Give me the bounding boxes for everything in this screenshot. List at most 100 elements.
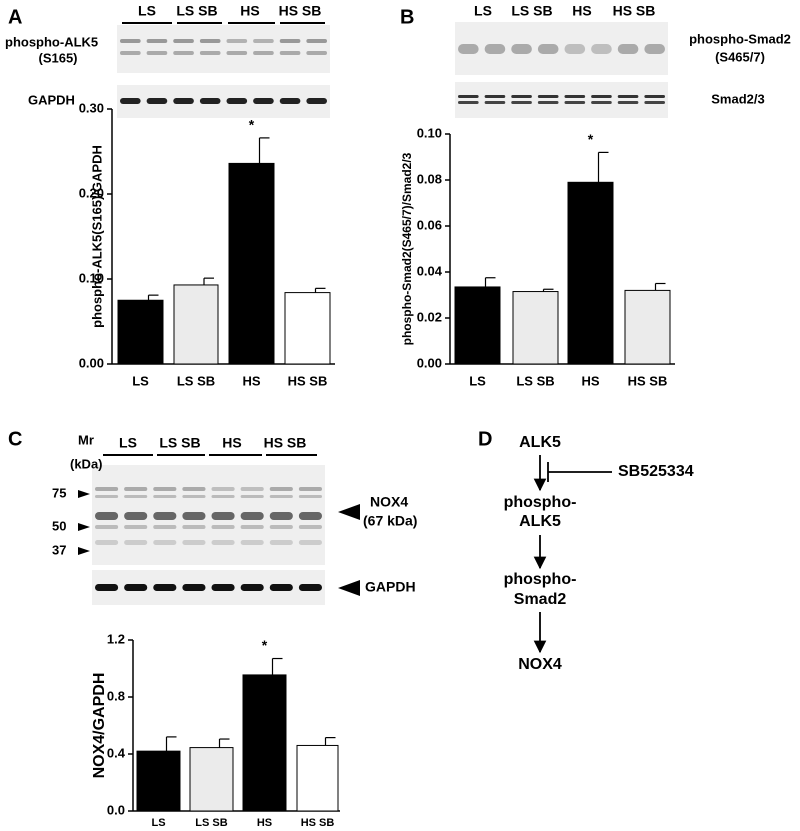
lane-label: HS SB: [279, 3, 322, 19]
band: [182, 512, 206, 520]
band: [182, 487, 206, 491]
x-tick-label: HS SB: [301, 817, 335, 829]
x-tick-label: LS: [132, 373, 149, 388]
band: [591, 44, 612, 54]
bar: [189, 747, 234, 812]
band: [173, 98, 194, 104]
x-tick-label: HS: [257, 817, 272, 829]
band: [240, 512, 264, 520]
x-tick-label: LS SB: [195, 817, 227, 829]
diagram-node: NOX4: [518, 656, 562, 673]
band: [153, 495, 177, 498]
band: [269, 495, 293, 498]
lane-label: LS SB: [511, 3, 552, 19]
band: [564, 101, 586, 104]
band: [537, 95, 559, 98]
band: [240, 495, 264, 498]
band: [120, 39, 141, 43]
band: [211, 540, 235, 545]
y-tick-label: 0.06: [417, 217, 442, 232]
band: [644, 95, 665, 98]
y-tick-label: 0.20: [79, 185, 104, 200]
x-tick-label: LS: [469, 373, 486, 388]
band: [564, 44, 586, 54]
x-tick-label: HS SB: [288, 373, 328, 388]
diagram-node: phospho-: [504, 494, 577, 511]
band: [644, 101, 665, 104]
band: [182, 540, 206, 545]
band: [617, 101, 639, 104]
band: [211, 487, 235, 491]
band: [617, 44, 639, 54]
band: [226, 98, 248, 104]
band: [95, 487, 119, 491]
band: [240, 584, 264, 591]
y-axis-label: phospho-Smad2(S465/7)/Smad2/3: [400, 152, 414, 345]
band: [182, 525, 206, 529]
y-tick-label: 0.30: [79, 100, 104, 115]
band: [298, 525, 322, 529]
panel-letter: B: [400, 6, 414, 28]
marker-label: 50: [52, 518, 66, 533]
band: [253, 39, 274, 43]
marker-label: 75: [52, 485, 66, 500]
band: [644, 44, 665, 54]
band: [173, 51, 194, 55]
band: [146, 51, 168, 55]
y-tick-label: 0.8: [107, 688, 125, 703]
blot-label: (S465/7): [715, 49, 765, 64]
lane-label: HS: [222, 435, 241, 451]
band: [240, 540, 264, 545]
band: [240, 525, 264, 529]
band: [120, 51, 141, 55]
bar: [136, 750, 181, 812]
marker-arrow: [78, 547, 90, 555]
panel-letter: C: [8, 428, 22, 450]
band-arrow: [338, 580, 360, 596]
band: [269, 487, 293, 491]
band: [511, 101, 532, 104]
band: [120, 98, 141, 104]
lane-label: HS SB: [264, 435, 307, 451]
bar: [624, 289, 671, 365]
band: [537, 101, 559, 104]
band: [591, 95, 612, 98]
band: [240, 487, 264, 491]
band: [211, 584, 235, 591]
lane-label: HS: [240, 3, 259, 19]
significance: *: [588, 131, 594, 147]
band: [458, 95, 479, 98]
band: [511, 95, 532, 98]
blot-label: NOX4: [370, 494, 408, 510]
band: [182, 584, 206, 591]
y-tick-label: 0.04: [417, 263, 443, 278]
y-tick-label: 1.2: [107, 631, 125, 646]
y-axis-label: NOX4/GAPDH: [91, 673, 108, 779]
band: [95, 584, 119, 591]
panel-letter: A: [8, 6, 22, 28]
band: [269, 525, 293, 529]
significance: *: [262, 637, 268, 653]
marker-title: (kDa): [70, 456, 103, 471]
band: [298, 584, 322, 591]
band: [124, 512, 148, 520]
marker-label: 37: [52, 542, 66, 557]
band: [226, 51, 248, 55]
marker-title: Mr: [78, 432, 94, 447]
inhibitor-label: SB525334: [618, 463, 694, 480]
blot-label: (67 kDa): [363, 513, 417, 529]
band: [182, 495, 206, 498]
lane-label: LS: [119, 435, 137, 451]
band: [124, 495, 148, 498]
diagram-node: Smad2: [514, 591, 567, 608]
x-tick-label: HS: [242, 373, 260, 388]
band: [269, 540, 293, 545]
band: [124, 584, 148, 591]
band: [153, 512, 177, 520]
x-tick-label: LS SB: [516, 373, 554, 388]
band: [484, 95, 506, 98]
band: [298, 495, 322, 498]
y-tick-label: 0.4: [107, 745, 126, 760]
band: [95, 512, 119, 520]
band: [591, 101, 612, 104]
